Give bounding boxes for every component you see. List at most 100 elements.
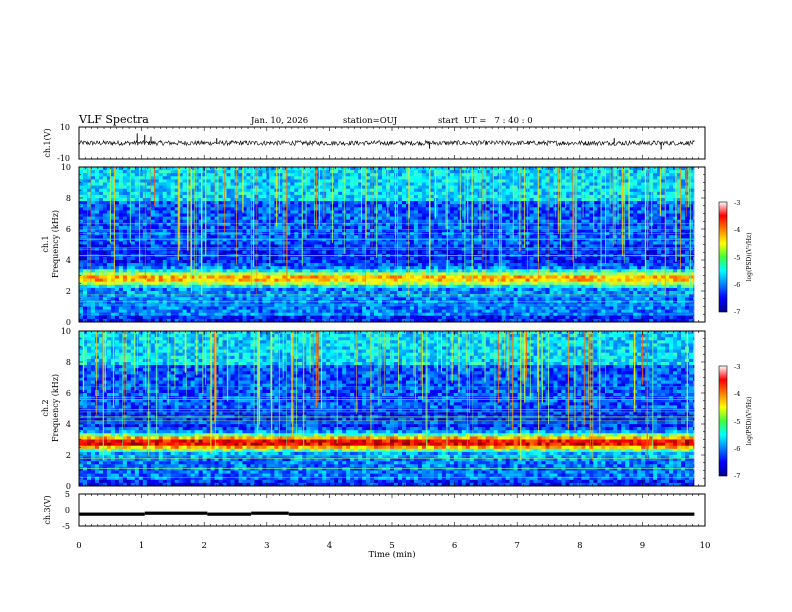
spectrogram-cell — [489, 198, 495, 202]
spectrogram-cell — [150, 235, 156, 239]
spectrogram-cell — [322, 201, 327, 205]
spectrogram-cell — [605, 241, 610, 245]
spectrogram-cell — [302, 185, 307, 190]
spectrogram-cell — [477, 260, 483, 264]
spectrogram-cell — [262, 260, 267, 264]
spectrogram-cell — [465, 244, 471, 248]
spectrogram-cell — [282, 210, 287, 214]
spectrogram-cell — [334, 179, 339, 183]
spectrogram-cell — [437, 229, 443, 233]
spectrogram-cell — [362, 167, 367, 171]
spectrogram-cell — [501, 167, 507, 171]
spectrogram-cell — [461, 194, 467, 199]
spectrogram-cell — [282, 204, 287, 208]
spectrogram-cell — [86, 188, 92, 193]
spectrogram-cell — [390, 235, 395, 239]
spectrogram-cell — [334, 176, 339, 180]
spectrogram-cell — [413, 229, 419, 233]
spectrogram-cell — [561, 256, 566, 261]
spectrogram-cell — [677, 179, 682, 183]
spectrogram-cell — [597, 216, 602, 221]
spectrogram-cell — [346, 204, 351, 208]
spectrogram-cell — [433, 241, 439, 245]
spectrogram-cell — [509, 194, 515, 199]
spectrogram-cell — [118, 216, 124, 221]
spectrogram-cell — [298, 260, 303, 264]
spectrogram-cell — [505, 170, 511, 174]
spectrogram-cell — [617, 238, 622, 242]
spectrogram-cell — [501, 244, 507, 248]
spectrogram-cell — [146, 256, 152, 261]
spectrogram-cell — [597, 241, 602, 245]
spectrogram-cell — [118, 204, 124, 208]
spectrogram-cell — [409, 191, 415, 196]
spectrogram-cell — [178, 238, 184, 242]
spectrogram-cell — [461, 207, 467, 211]
spectrogram-cell — [505, 198, 511, 202]
spectrogram-cell — [393, 194, 399, 199]
spectrogram-cell — [565, 260, 570, 264]
spectrogram-cell — [461, 235, 467, 239]
spectrogram-cell — [481, 194, 487, 199]
spectrogram-cell — [445, 191, 451, 196]
spectrogram-cell — [242, 213, 247, 217]
spectrogram-cell — [386, 238, 391, 242]
spectrogram-cell — [266, 173, 271, 177]
spectrogram-cell — [250, 244, 255, 248]
spectrogram-cell — [366, 244, 371, 248]
spectrogram-cell — [565, 213, 570, 217]
spectrogram-cell — [174, 198, 180, 202]
spectrogram-cell — [182, 198, 188, 202]
spectrogram-cell — [553, 216, 558, 221]
spectrogram-cell — [413, 185, 419, 190]
spectrogram-cell — [354, 222, 359, 227]
spectrogram-cell — [390, 179, 395, 183]
spectrogram-cell — [318, 176, 323, 180]
spectrogram-cell — [218, 176, 223, 180]
spectrogram-cell — [294, 222, 299, 227]
spectrogram-cell — [437, 188, 443, 193]
spectrogram-cell — [162, 173, 168, 177]
spectrogram-cell — [154, 263, 160, 267]
spectrogram-cell — [126, 173, 132, 177]
spectrogram-cell — [481, 241, 487, 245]
spectrogram-cell — [617, 173, 622, 177]
spectrogram-cell — [589, 194, 594, 199]
spectrogram-cell — [382, 219, 387, 224]
spectrogram-cell — [150, 222, 156, 227]
spectrogram-cell — [577, 260, 582, 264]
spectrogram-cell — [665, 256, 670, 261]
spectrogram-cell — [230, 219, 235, 224]
spectrogram-cell — [314, 263, 319, 267]
spectrogram-cell — [537, 188, 542, 193]
spectrogram-cell — [449, 167, 455, 171]
spectrogram-cell — [382, 176, 387, 180]
spectrogram-cell — [146, 207, 152, 211]
spectrogram-cell — [669, 241, 674, 245]
spectrogram-cell — [202, 213, 207, 217]
spectrogram-cell — [473, 182, 479, 186]
spectrogram-cell — [489, 235, 495, 239]
spectrogram-cell — [390, 170, 395, 174]
spectrogram-cell — [653, 222, 658, 227]
spectrogram-cell — [110, 244, 116, 248]
spectrogram-cell — [509, 235, 515, 239]
spectrogram-cell — [429, 260, 435, 264]
spectrogram-cell — [445, 229, 451, 233]
spectrogram-cell — [565, 167, 570, 171]
spectrogram-cell — [350, 188, 355, 193]
spectrogram-cell — [401, 210, 407, 214]
spectrogram-cell — [118, 213, 124, 217]
spectrogram-cell — [390, 207, 395, 211]
spectrogram-cell — [102, 244, 108, 248]
spectrogram-cell — [637, 204, 642, 208]
spectrogram-cell — [306, 210, 311, 214]
spectrogram-cell — [198, 210, 204, 214]
spectrogram-cell — [653, 210, 658, 214]
spectrogram-cell — [441, 229, 447, 233]
spectrogram-cell — [298, 170, 303, 174]
spectrogram-cell — [557, 194, 562, 199]
spectrogram-cell — [90, 170, 96, 174]
spectrogram-cell — [409, 222, 415, 227]
spectrogram-cell — [669, 260, 674, 264]
